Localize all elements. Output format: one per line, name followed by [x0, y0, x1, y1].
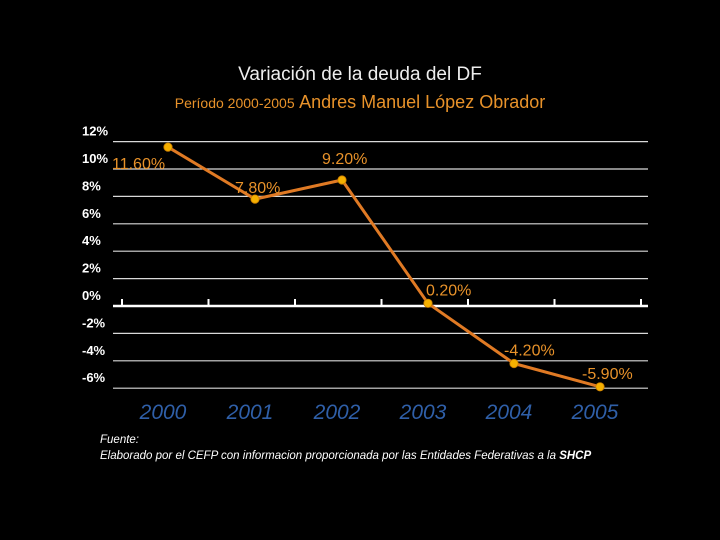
x-tick-label: 2005: [571, 401, 619, 424]
y-tick-label: 2%: [82, 261, 101, 276]
source-footer: Fuente: Elaborado por el CEFP con inform…: [100, 432, 591, 464]
x-tick-label: 2002: [313, 401, 361, 424]
y-tick-label: -6%: [82, 370, 106, 385]
data-point: [163, 142, 173, 152]
data-point: [423, 298, 433, 308]
source-note-bold: SHCP: [559, 450, 592, 462]
data-label: 7.80%: [235, 180, 280, 197]
x-tick-label: 2001: [226, 401, 274, 424]
y-tick-label: -4%: [82, 343, 106, 358]
y-tick-label: 10%: [82, 151, 108, 166]
y-tick-label: 8%: [82, 178, 101, 193]
data-label: 11.60%: [112, 156, 165, 173]
y-tick-label: -2%: [82, 315, 106, 330]
source-note-text: Elaborado por el CEFP con informacion pr…: [100, 450, 560, 462]
chart-subtitle: Período 2000-2005 Andres Manuel López Ob…: [0, 92, 720, 113]
subtitle-period: Período 2000-2005: [174, 95, 295, 111]
y-axis-tick-labels: 12% 10% 8% 6% 4% 2% 0% -2% -4% -6%: [82, 124, 108, 386]
data-point: [337, 175, 347, 185]
data-label: -5.90%: [582, 366, 633, 383]
subtitle-name: Andres Manuel López Obrador: [299, 92, 546, 112]
y-tick-label: 4%: [82, 233, 101, 248]
y-tick-label: 6%: [82, 206, 101, 221]
data-points: [163, 142, 605, 392]
series-line: [167, 145, 601, 389]
x-tick-label: 2000: [139, 401, 187, 424]
x-tick-label: 2004: [485, 401, 533, 424]
chart-title: Variación de la deuda del DF: [238, 64, 482, 85]
x-tick-label: 2003: [399, 401, 447, 424]
y-tick-label: 0%: [82, 288, 101, 303]
source-note: Elaborado por el CEFP con informacion pr…: [100, 448, 591, 464]
data-point: [509, 358, 519, 369]
data-point: [250, 194, 260, 204]
y-tick-label: 12%: [82, 124, 108, 139]
data-labels: 11.60% 7.80% 9.20% 0.20% -4.20% -5.90%: [112, 151, 633, 383]
data-label: 9.20%: [322, 151, 367, 168]
data-label: 0.20%: [426, 282, 471, 299]
data-label: -4.20%: [504, 343, 555, 360]
x-axis: [113, 299, 648, 308]
series-polyline: [167, 145, 601, 389]
source-label: Fuente:: [100, 434, 139, 446]
data-point: [595, 382, 605, 392]
grid-lines: [113, 141, 648, 389]
x-axis-tick-labels: 2000 2001 2002 2003 2004 2005: [139, 401, 619, 424]
